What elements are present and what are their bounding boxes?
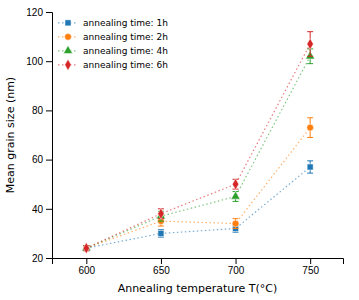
legend-item: annealing time: 4h [58, 46, 168, 56]
legend-symbol [65, 20, 71, 26]
tick: 80 [32, 105, 52, 116]
series [83, 32, 313, 254]
legend-label: annealing time: 6h [83, 60, 168, 70]
legend-label: annealing time: 4h [83, 46, 168, 56]
tick-label: 750 [302, 265, 319, 276]
series [83, 161, 313, 251]
data-point [231, 191, 240, 199]
tick: 40 [32, 204, 52, 215]
error-bar [307, 32, 313, 57]
tick-label: 650 [153, 265, 170, 276]
data-point [307, 38, 313, 49]
data-point [83, 243, 89, 254]
legend-item: annealing time: 1h [58, 18, 168, 28]
error-bar [158, 230, 164, 237]
y-axis-title: Mean grain size (nm) [4, 77, 17, 193]
axis-line [46, 13, 53, 259]
legend-label: annealing time: 1h [83, 18, 168, 28]
legend-item: annealing time: 2h [58, 32, 168, 42]
plot: 600 650 700 750 20 40 60 80 100 120 annealing time… [26, 7, 343, 276]
tick: 650 [153, 258, 170, 276]
tick: 20 [32, 253, 52, 264]
y-axis: 20 40 60 80 100 120 [26, 7, 52, 264]
chart: 600 650 700 750 20 40 60 80 100 120 annealing time… [0, 0, 359, 300]
tick-mark [46, 209, 52, 210]
tick-label: 100 [26, 56, 43, 67]
tick: 600 [78, 258, 95, 276]
tick-mark [46, 61, 52, 62]
data-point [158, 230, 164, 236]
data-point [307, 164, 313, 170]
tick-label: 80 [32, 105, 44, 116]
x-axis: 600 650 700 750 [53, 258, 344, 276]
legend-symbol [63, 46, 72, 54]
tick-label: 20 [32, 253, 44, 264]
tick-mark [310, 258, 311, 264]
error-bar [307, 161, 313, 173]
series-line [86, 167, 310, 248]
tick: 100 [26, 56, 52, 67]
legend-symbol [65, 59, 71, 70]
tick-mark [46, 12, 52, 13]
tick: 700 [228, 258, 245, 276]
tick-label: 60 [32, 154, 44, 165]
tick-mark [46, 160, 52, 161]
legend-item: annealing time: 6h [58, 59, 168, 70]
series-line [86, 56, 310, 248]
tick: 60 [32, 154, 52, 165]
tick-label: 120 [26, 7, 43, 18]
series-line [86, 44, 310, 248]
marks [82, 32, 315, 254]
tick-mark [46, 258, 52, 259]
x-axis-title: Annealing temperature T(°C) [118, 282, 278, 295]
data-point [232, 179, 238, 190]
legend-label: annealing time: 2h [83, 32, 168, 42]
tick-mark [161, 258, 162, 264]
tick-mark [86, 258, 87, 264]
series [82, 49, 315, 251]
data-point [232, 220, 239, 227]
data-point [307, 124, 314, 131]
legend-symbol [65, 33, 72, 40]
legend: annealing time: 1h annealing time: 2h anne… [58, 18, 168, 70]
error-bar [158, 209, 164, 219]
tick-label: 600 [78, 265, 95, 276]
error-bar [233, 219, 239, 229]
data-point [158, 208, 164, 219]
axis-line [53, 259, 344, 265]
error-bar [307, 118, 313, 138]
error-bar [233, 179, 239, 189]
tick-mark [236, 258, 237, 264]
tick-label: 700 [228, 265, 245, 276]
series-line [86, 128, 310, 249]
series [83, 118, 314, 252]
tick-label: 40 [32, 204, 44, 215]
tick: 120 [26, 7, 52, 18]
tick-mark [46, 110, 52, 111]
tick: 750 [302, 258, 319, 276]
